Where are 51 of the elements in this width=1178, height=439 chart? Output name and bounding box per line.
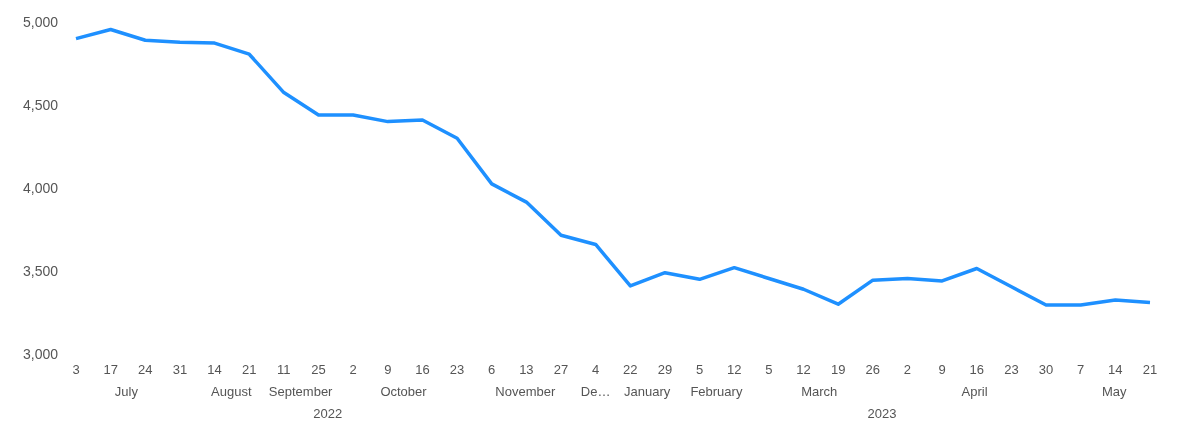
x-tick-label: 5: [696, 362, 704, 377]
text: March: [801, 384, 838, 399]
y-tick-label: 4,500: [22, 96, 59, 113]
x-tick-label: 9: [384, 362, 392, 377]
x-tick-label: 9: [938, 362, 946, 377]
x-tick-label: 3: [72, 362, 80, 377]
x-tick-label: 5: [765, 362, 773, 377]
x-tick-label: 30: [1038, 362, 1054, 377]
line-series: [74, 27, 1152, 307]
x-tick-label: 21: [1142, 362, 1158, 377]
text: February: [690, 384, 743, 399]
x-tick-label: 17: [103, 362, 118, 377]
y-tick-label: 5,000: [22, 13, 59, 30]
x-tick-label: 23: [449, 362, 465, 377]
x-tick-label: 11: [277, 362, 291, 377]
x-tick-label: 12: [727, 362, 742, 377]
text: January: [623, 384, 671, 399]
y-tick-label: 4,000: [22, 179, 59, 196]
x-tick-label: 22: [623, 362, 638, 377]
x-tick-label: 31: [172, 362, 188, 377]
x-tick-label: 2: [903, 362, 912, 377]
x-tick-label: 16: [969, 362, 985, 377]
x-tick-label: 13: [519, 362, 534, 377]
text: September: [268, 384, 334, 399]
x-tick-label: 6: [488, 362, 496, 377]
text: July: [114, 384, 139, 399]
x-tick-label: 25: [311, 362, 326, 377]
y-tick-label: 3,500: [22, 262, 59, 279]
text: November: [495, 384, 556, 399]
text: 2022: [313, 406, 343, 421]
x-tick-label: 23: [1004, 362, 1019, 377]
x-tick-label: 2: [349, 362, 357, 377]
x-tick-label: 29: [657, 362, 673, 377]
text: August: [211, 384, 252, 399]
x-tick-label: 7: [1077, 362, 1085, 377]
x-tick-label: 27: [553, 362, 569, 377]
text: May: [1101, 384, 1128, 399]
y-tick-label: 3,000: [22, 345, 59, 362]
x-tick-label: 14: [207, 362, 222, 377]
text: October: [380, 384, 428, 399]
x-tick-label: 19: [830, 362, 846, 377]
text: 2023: [867, 406, 897, 421]
x-tick-label: 21: [241, 362, 257, 377]
x-tick-label: 26: [865, 362, 881, 377]
x-tick-label: 16: [415, 362, 430, 377]
text: April: [961, 384, 988, 399]
text: De…: [580, 384, 611, 399]
x-tick-label: 14: [1108, 362, 1123, 377]
x-tick-label: 24: [138, 362, 153, 377]
x-tick-label: 12: [796, 362, 811, 377]
x-tick-label: 4: [592, 362, 600, 377]
